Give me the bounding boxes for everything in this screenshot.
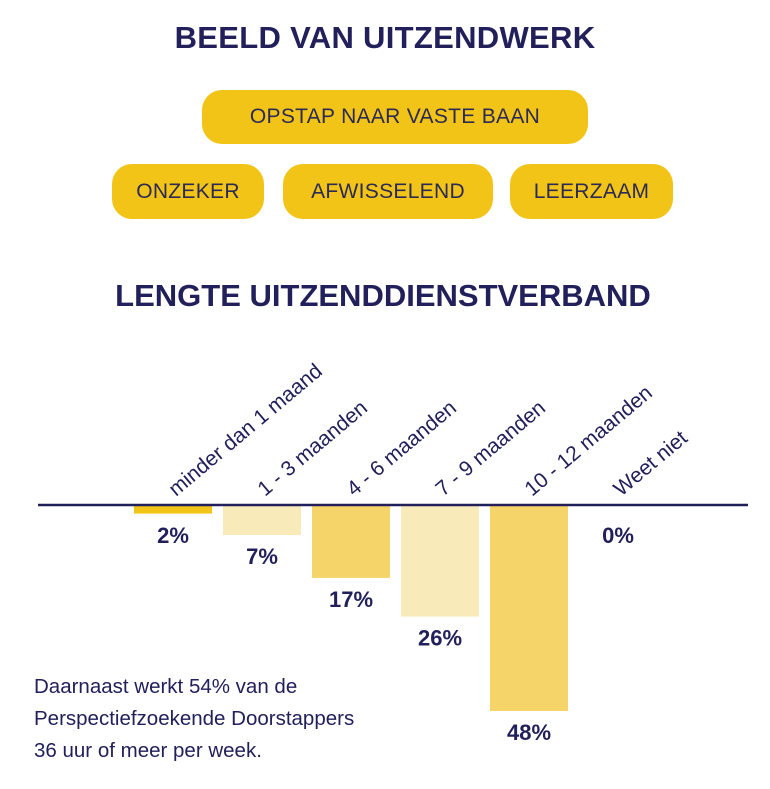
tag-opstap-naar-vaste-baan: OPSTAP NAAR VASTE BAAN xyxy=(202,90,588,144)
value-label-2: 7% xyxy=(246,544,278,569)
bar-4 xyxy=(401,505,479,617)
footnote-line-2: Perspectiefzoekende Doorstappers xyxy=(34,707,355,730)
footnote-line-1: Daarnaast werkt 54% van de xyxy=(34,675,298,698)
category-label-6: Weet niet xyxy=(609,426,692,501)
tag-afwisselend: AFWISSELEND xyxy=(283,164,493,219)
bar-2 xyxy=(223,505,301,536)
value-label-3: 17% xyxy=(329,587,373,612)
bar-3 xyxy=(312,505,390,578)
bar-5 xyxy=(490,505,568,711)
footnote-line-3: 36 uur of meer per week. xyxy=(34,739,262,762)
value-label-4: 26% xyxy=(418,626,462,651)
value-label-1: 2% xyxy=(157,523,189,548)
page-heading: BEELD VAN UITZENDWERK xyxy=(174,20,596,55)
bar-1 xyxy=(134,505,212,514)
category-label-1: minder dan 1 maand xyxy=(164,359,326,500)
tag-leerzaam: LEERZAAM xyxy=(510,164,673,219)
footnote: Daarnaast werkt 54% van de Perspectiefzo… xyxy=(34,671,474,767)
chart-title: LENGTE UITZENDDIENSTVERBAND xyxy=(115,278,651,313)
value-label-6: 0% xyxy=(602,523,634,548)
value-label-5: 48% xyxy=(507,720,551,745)
tag-onzeker: ONZEKER xyxy=(112,164,264,219)
